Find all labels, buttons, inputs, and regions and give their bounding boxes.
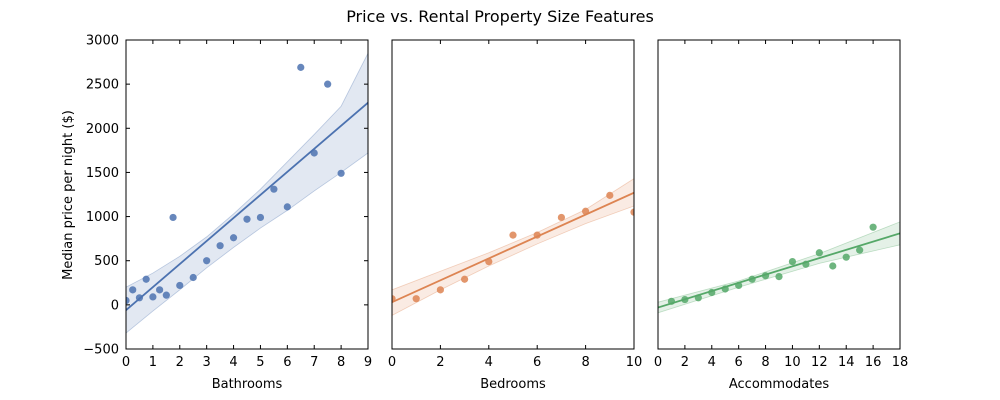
x-tick-label: 9 bbox=[364, 355, 372, 370]
x-tick-label: 18 bbox=[892, 355, 909, 370]
data-point bbox=[156, 286, 164, 294]
data-point bbox=[142, 275, 150, 283]
confidence-band bbox=[126, 53, 368, 334]
panels: 0 1 2 3 4 5 6 7 8 9Bathrooms−50005001000150020002… bbox=[83, 34, 908, 393]
y-tick-label: 0 bbox=[111, 298, 119, 313]
x-tick-label: 1 bbox=[149, 355, 157, 370]
data-point bbox=[149, 293, 157, 301]
y-tick-label: 2500 bbox=[86, 78, 119, 93]
x-tick-label: 2 bbox=[436, 355, 444, 370]
data-point bbox=[229, 234, 238, 242]
data-point bbox=[256, 213, 265, 222]
x-axis-label: Bedrooms bbox=[480, 377, 546, 392]
data-point bbox=[775, 273, 783, 281]
data-point bbox=[270, 185, 278, 193]
x-tick-label: 5 bbox=[256, 355, 264, 370]
data-point bbox=[461, 275, 469, 283]
y-tick-label: 1500 bbox=[86, 166, 119, 181]
data-point bbox=[176, 281, 184, 290]
panel-1: 0 1 2 3 4 5 6 7 8 9Bathrooms−50005001000150020002… bbox=[83, 34, 372, 393]
y-tick-label: 500 bbox=[94, 254, 119, 269]
x-tick-label: 8 bbox=[581, 355, 589, 370]
x-tick-label: 7 bbox=[310, 355, 318, 370]
x-tick-label: 8 bbox=[337, 355, 345, 370]
x-tick-label: 3 bbox=[203, 355, 211, 370]
panel-frame bbox=[125, 39, 369, 350]
x-tick-label: 4 bbox=[229, 355, 237, 370]
x-axis-label: Bathrooms bbox=[212, 377, 283, 392]
panel-frame bbox=[391, 39, 635, 350]
data-point bbox=[189, 273, 197, 282]
y-tick-label: 3000 bbox=[86, 34, 119, 49]
panel-frame bbox=[657, 39, 901, 350]
data-point bbox=[216, 242, 224, 250]
data-point bbox=[283, 203, 291, 211]
data-point bbox=[842, 253, 850, 261]
x-tick-label: 4 bbox=[708, 355, 716, 370]
data-point bbox=[436, 286, 444, 294]
data-point bbox=[169, 213, 177, 222]
x-tick-label: 14 bbox=[838, 355, 855, 370]
data-point bbox=[509, 231, 517, 239]
regression-line bbox=[658, 232, 900, 309]
x-tick-label: 6 bbox=[283, 355, 291, 370]
x-tick-label: 6 bbox=[735, 355, 743, 370]
data-point bbox=[297, 63, 305, 71]
chart-title: Price vs. Rental Property Size Features bbox=[346, 7, 654, 26]
x-tick-label: 10 bbox=[626, 355, 643, 370]
x-tick-label: 0 bbox=[122, 355, 130, 370]
plot-area bbox=[658, 221, 900, 314]
data-point bbox=[162, 291, 170, 299]
y-axis-label: Median price per night ($) bbox=[61, 110, 76, 280]
data-point bbox=[557, 213, 566, 222]
data-point bbox=[829, 262, 837, 270]
data-point bbox=[203, 257, 211, 265]
x-tick-label: 6 bbox=[533, 355, 541, 370]
x-tick-label: 0 bbox=[388, 355, 396, 370]
data-point bbox=[126, 296, 130, 305]
x-tick-label: 2 bbox=[681, 355, 689, 370]
regression-line bbox=[392, 191, 634, 304]
x-tick-label: 2 bbox=[176, 355, 184, 370]
y-tick-label: 2000 bbox=[86, 122, 119, 137]
y-tick-label: 1000 bbox=[86, 210, 119, 225]
x-tick-label: 4 bbox=[485, 355, 493, 370]
data-point bbox=[869, 223, 877, 231]
y-tick-label: −500 bbox=[83, 343, 119, 358]
data-point bbox=[337, 169, 345, 177]
x-tick-label: 10 bbox=[784, 355, 801, 370]
data-point bbox=[815, 249, 823, 257]
x-tick-label: 8 bbox=[761, 355, 769, 370]
data-point bbox=[243, 215, 251, 223]
plot-area bbox=[392, 178, 634, 316]
data-point bbox=[324, 80, 332, 88]
data-point bbox=[788, 257, 797, 266]
confidence-band bbox=[658, 221, 900, 314]
data-point bbox=[856, 246, 864, 254]
data-point bbox=[606, 191, 614, 199]
regression-line bbox=[126, 101, 368, 311]
plot-area bbox=[126, 53, 368, 334]
panel-3: 0 2 4 6 8 10 12 14 16 18 Accommodates bbox=[654, 39, 909, 392]
x-tick-label: 16 bbox=[865, 355, 882, 370]
data-point bbox=[412, 295, 420, 303]
panel-2: 0 2 4 6 8 10 Bedrooms bbox=[388, 39, 643, 392]
x-tick-label: 0 bbox=[654, 355, 662, 370]
x-axis-label: Accommodates bbox=[729, 377, 830, 392]
data-point bbox=[630, 208, 634, 216]
data-point bbox=[129, 286, 137, 294]
x-tick-label: 12 bbox=[811, 355, 828, 370]
